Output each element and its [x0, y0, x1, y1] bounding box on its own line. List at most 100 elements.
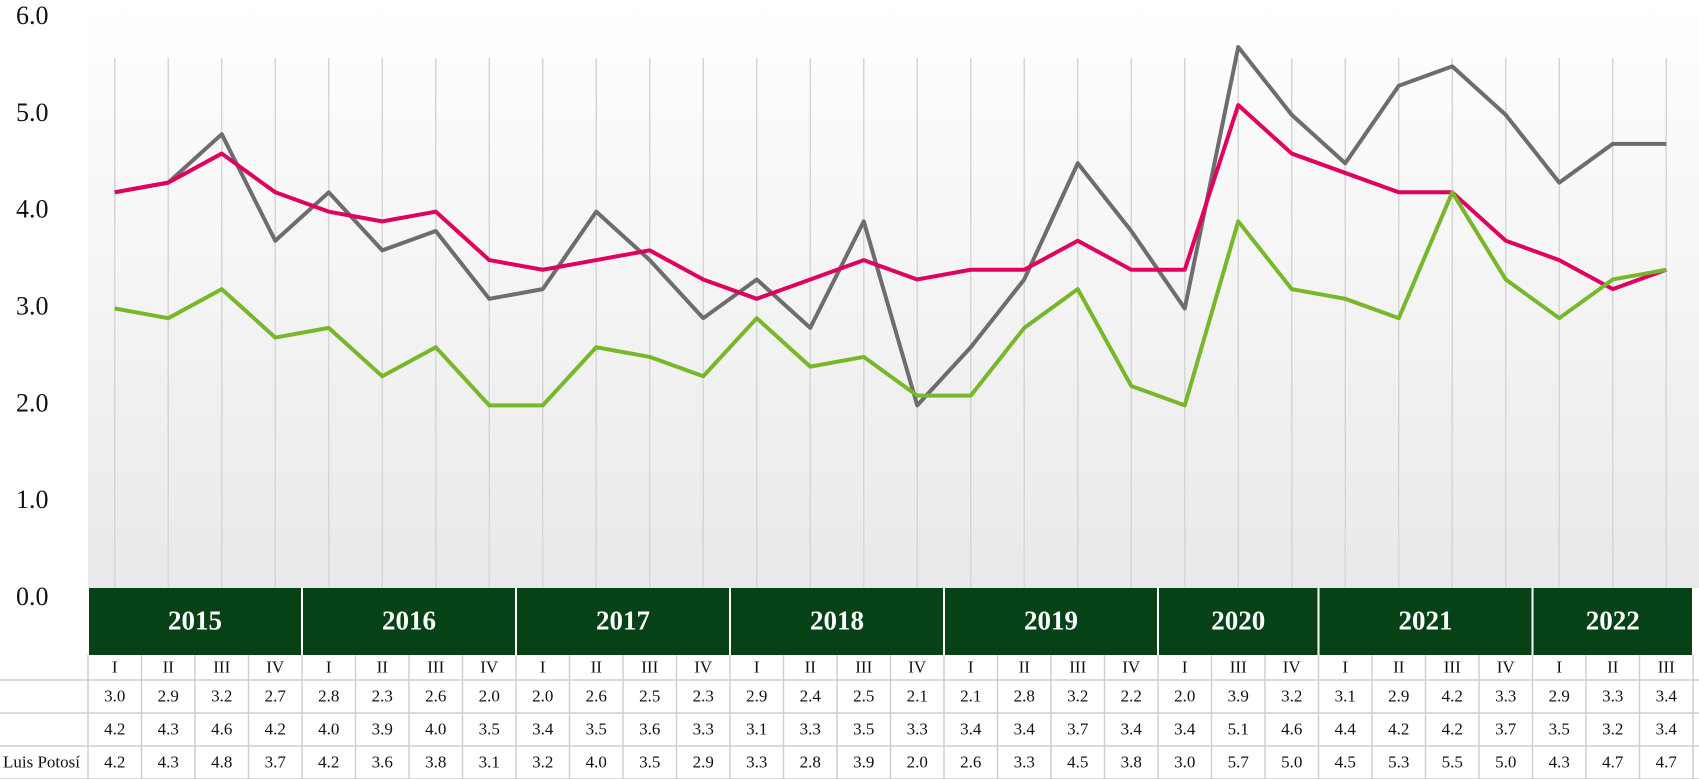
table-value: 3.2	[1602, 719, 1623, 738]
table-value: 2.2	[1121, 686, 1142, 705]
table-value: 4.2	[265, 719, 286, 738]
table-value: 3.3	[1014, 752, 1035, 771]
table-value: 2.5	[853, 686, 874, 705]
y-tick-label: 3.0	[16, 291, 49, 320]
table-value: 5.0	[1281, 752, 1302, 771]
table-value: 5.7	[1228, 752, 1250, 771]
table-value: 3.2	[532, 752, 553, 771]
year-band	[517, 588, 729, 655]
row-label: Luis Potosí	[3, 752, 80, 771]
quarter-label: III	[1658, 657, 1675, 676]
series-line	[114, 45, 1667, 408]
y-tick-label: 4.0	[16, 195, 49, 224]
table-value: 2.6	[960, 752, 981, 771]
quarter-label: I	[1556, 657, 1562, 676]
quarter-label: III	[855, 657, 872, 676]
table-value: 3.3	[1602, 686, 1623, 705]
quarter-label: IV	[1122, 657, 1141, 676]
year-label: 2015	[168, 606, 222, 636]
series-line	[114, 190, 1667, 408]
quarter-label: II	[805, 657, 817, 676]
quarter-label: II	[1019, 657, 1031, 676]
year-label: 2021	[1399, 606, 1453, 636]
table-value: 3.3	[693, 719, 714, 738]
year-label: 2019	[1024, 606, 1078, 636]
table-value: 4.5	[1067, 752, 1088, 771]
table-value: 2.3	[372, 686, 393, 705]
table-value: 3.9	[853, 752, 874, 771]
table-value: 4.2	[1442, 719, 1463, 738]
quarter-label: IV	[1497, 657, 1516, 676]
table-value: 2.6	[586, 686, 607, 705]
year-band	[1533, 588, 1692, 655]
y-tick-label: 1.0	[16, 485, 49, 514]
y-tick-label: 6.0	[16, 1, 49, 30]
table-value: 4.3	[158, 752, 179, 771]
table-value: 2.8	[318, 686, 339, 705]
table-value: 4.7	[1656, 752, 1678, 771]
table-value: 3.3	[907, 719, 928, 738]
table-value: 2.3	[693, 686, 714, 705]
table-value: 4.8	[211, 752, 232, 771]
quarter-label: IV	[480, 657, 499, 676]
table-value: 3.0	[1174, 752, 1195, 771]
table-value: 3.9	[372, 719, 393, 738]
table-value: 3.4	[960, 719, 982, 738]
table-value: 2.9	[1549, 686, 1570, 705]
year-label: 2016	[382, 606, 436, 636]
table-value: 4.4	[1335, 719, 1357, 738]
table-value: 3.5	[1549, 719, 1570, 738]
quarter-label: II	[591, 657, 603, 676]
table-value: 5.1	[1228, 719, 1249, 738]
table-value: 4.2	[104, 752, 125, 771]
year-band	[303, 588, 515, 655]
table-value: 2.8	[1014, 686, 1035, 705]
table-value: 2.9	[1388, 686, 1409, 705]
series-line	[114, 103, 1667, 301]
table-value: 2.9	[158, 686, 179, 705]
table-value: 2.5	[639, 686, 660, 705]
table-value: 3.6	[639, 719, 660, 738]
year-label: 2017	[596, 606, 650, 636]
table-value: 4.0	[318, 719, 339, 738]
year-label: 2018	[810, 606, 864, 636]
table-value: 2.9	[746, 686, 767, 705]
table-value: 2.1	[960, 686, 981, 705]
table-value: 3.3	[800, 719, 821, 738]
y-tick-label: 5.0	[16, 98, 49, 127]
table-value: 4.2	[104, 719, 125, 738]
quarter-label: IV	[1283, 657, 1302, 676]
table-value: 4.3	[158, 719, 179, 738]
year-band	[1159, 588, 1318, 655]
table-value: 4.7	[1602, 752, 1624, 771]
year-band	[1319, 588, 1532, 655]
table-value: 3.1	[1335, 686, 1356, 705]
quarter-label: I	[112, 657, 118, 676]
table-value: 4.0	[586, 752, 607, 771]
table-value: 3.7	[1067, 719, 1089, 738]
table-value: 3.6	[372, 752, 393, 771]
table-value: 4.2	[318, 752, 339, 771]
table-value: 2.0	[907, 752, 928, 771]
quarter-label: IV	[266, 657, 285, 676]
year-band	[945, 588, 1157, 655]
quarter-label: III	[1444, 657, 1461, 676]
table-value: 4.2	[1442, 686, 1463, 705]
table-value: 3.5	[586, 719, 607, 738]
table-value: 3.9	[1228, 686, 1249, 705]
year-band	[731, 588, 943, 655]
quarter-label: III	[213, 657, 230, 676]
table-value: 3.0	[104, 686, 125, 705]
table-value: 5.5	[1442, 752, 1463, 771]
table-value: 2.6	[425, 686, 446, 705]
quarter-label: I	[1342, 657, 1348, 676]
table-value: 2.4	[800, 686, 822, 705]
table-value: 2.0	[532, 686, 553, 705]
quarter-label: III	[1069, 657, 1086, 676]
table-value: 3.1	[479, 752, 500, 771]
table-value: 2.0	[479, 686, 500, 705]
quarter-label: II	[163, 657, 175, 676]
table-value: 4.3	[1549, 752, 1570, 771]
quarter-label: I	[754, 657, 760, 676]
